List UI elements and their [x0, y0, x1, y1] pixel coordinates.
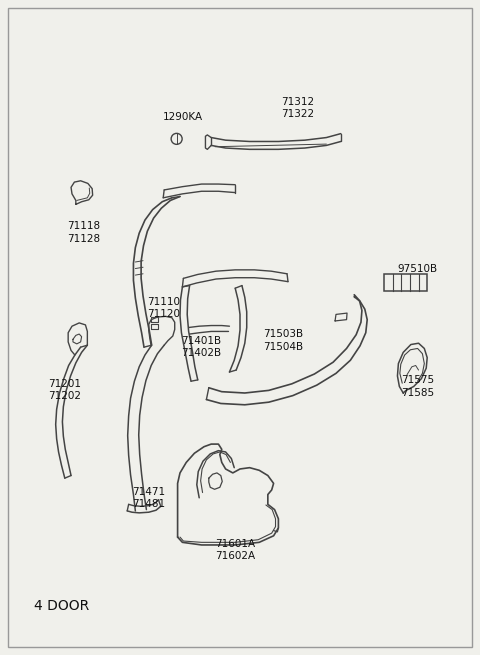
Text: 1290KA: 1290KA: [162, 111, 203, 122]
Text: 71201
71202: 71201 71202: [48, 379, 81, 401]
Text: 71575
71585: 71575 71585: [401, 375, 434, 398]
Text: 4 DOOR: 4 DOOR: [34, 599, 89, 613]
Text: 71312
71322: 71312 71322: [281, 97, 314, 119]
Text: 97510B: 97510B: [397, 263, 438, 274]
Text: 71471
71481: 71471 71481: [132, 487, 166, 509]
Bar: [384, 274, 427, 291]
Text: 71118
71128: 71118 71128: [67, 221, 101, 244]
Text: 71503B
71504B: 71503B 71504B: [263, 329, 303, 352]
Text: 71401B
71402B: 71401B 71402B: [181, 336, 222, 358]
Text: 71110
71120: 71110 71120: [147, 297, 180, 319]
Text: 71601A
71602A: 71601A 71602A: [215, 539, 255, 561]
